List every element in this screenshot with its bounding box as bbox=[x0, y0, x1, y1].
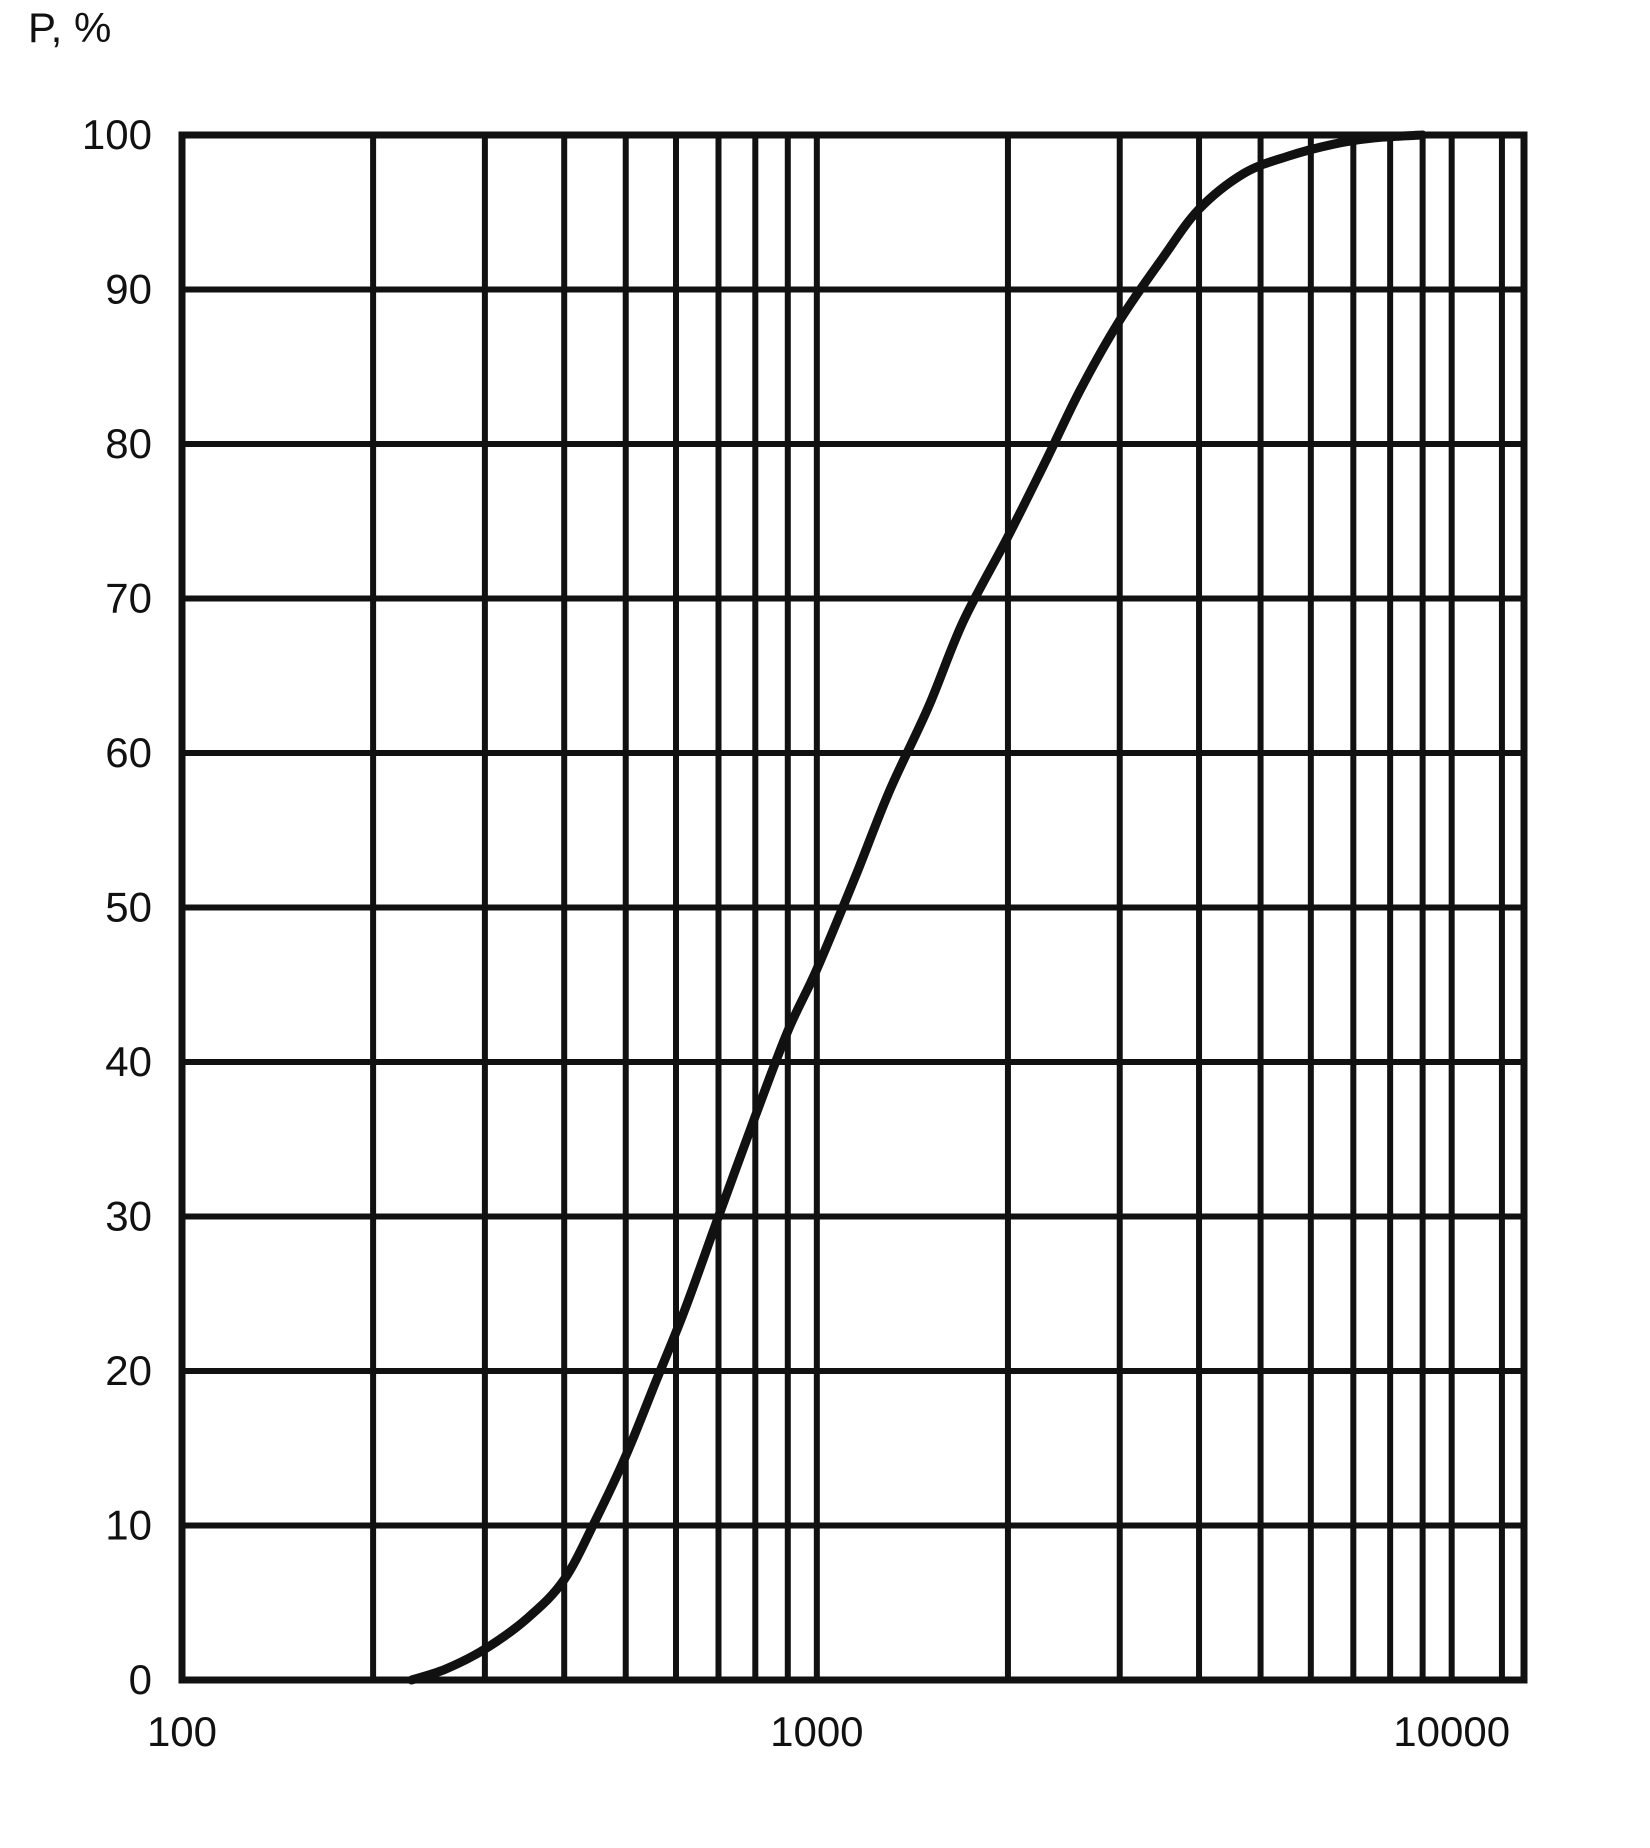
y-tick-label: 20 bbox=[105, 1347, 152, 1394]
series-line bbox=[407, 130, 1428, 1685]
y-tick-label: 100 bbox=[82, 111, 152, 158]
y-tick-label: 0 bbox=[129, 1656, 152, 1703]
y-tick-label: 30 bbox=[105, 1193, 152, 1240]
grid bbox=[182, 135, 1524, 1680]
x-tick-label: 1000 bbox=[770, 1708, 863, 1755]
y-tick-label: 90 bbox=[105, 266, 152, 313]
x-tick-labels: 100 1000 10000 bbox=[147, 1708, 1510, 1755]
x-tick-label: 100 bbox=[147, 1708, 217, 1755]
y-tick-label: 10 bbox=[105, 1502, 152, 1549]
y-tick-label: 80 bbox=[105, 420, 152, 467]
y-tick-label: 50 bbox=[105, 884, 152, 931]
y-tick-label: 70 bbox=[105, 575, 152, 622]
y-axis-title: P, % bbox=[28, 4, 111, 51]
series-group bbox=[407, 130, 1428, 1685]
plot-frame bbox=[178, 131, 1528, 1684]
y-tick-label: 60 bbox=[105, 729, 152, 776]
x-tick-label: 10000 bbox=[1393, 1708, 1510, 1755]
y-tick-label: 40 bbox=[105, 1038, 152, 1085]
